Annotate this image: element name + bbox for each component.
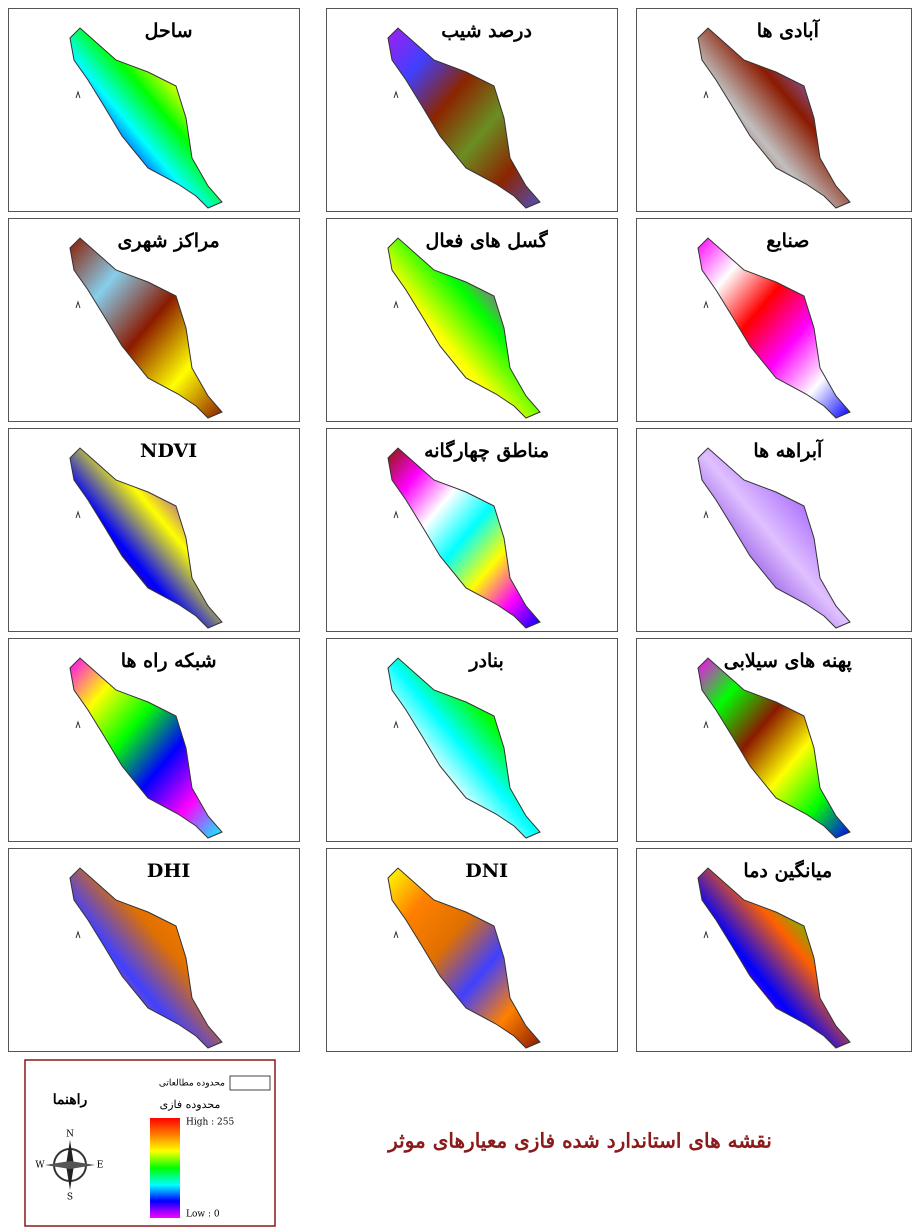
panel-title: صنایع (766, 230, 809, 252)
map-panel: میانگین دما (637, 849, 912, 1052)
map-panel: آبادی ها (637, 9, 912, 212)
panel-title: آبراهه ها (753, 438, 824, 462)
panel-title: درصد شیب (441, 20, 532, 42)
map-panel: صنایع (637, 219, 912, 422)
panel-title: DNI (465, 860, 508, 882)
compass-s: S (67, 1193, 73, 1203)
map-panel: شبکه راه ها (9, 639, 300, 842)
compass-w: W (35, 1161, 45, 1171)
panel-title: آبادی ها (757, 18, 821, 42)
panel-title: میانگین دما (743, 859, 832, 882)
study-area-label: محدوده مطالعاتی (159, 1079, 225, 1089)
map-panel: مناطق چهارگانه (327, 429, 618, 632)
map-panel: پهنه های سیلابی (637, 639, 912, 842)
map-panel: گسل های فعال (327, 219, 618, 422)
map-panel: آبراهه ها (637, 429, 912, 632)
map-panel: DHI (9, 849, 300, 1052)
panel-title: پهنه های سیلابی (724, 650, 852, 672)
map-panel: ساحل (9, 9, 300, 212)
panel-title: شبکه راه ها (121, 650, 217, 672)
study-area-swatch (230, 1076, 270, 1090)
panel-title: بنادر (467, 650, 503, 672)
legend-title: راهنما (53, 1092, 88, 1108)
low-label: Low : 0 (186, 1210, 220, 1220)
panel-title: گسل های فعال (426, 229, 549, 252)
map-panel: NDVI (9, 429, 300, 632)
color-ramp (150, 1118, 180, 1218)
caption: نقشه های استاندارد شده فازی معیارهای موث… (386, 1129, 772, 1154)
map-panel: درصد شیب (327, 9, 618, 212)
figure-canvas: راهنما محدوده مطالعاتی محدوده فازی High … (0, 0, 912, 1227)
map-panel: بنادر (327, 639, 618, 842)
high-label: High : 255 (186, 1118, 234, 1128)
map-panel: مراکز شهری (9, 219, 300, 422)
panel-title: NDVI (140, 440, 197, 462)
figure: راهنما محدوده مطالعاتی محدوده فازی High … (0, 0, 912, 1227)
panel-title: DHI (147, 860, 190, 882)
map-panel: DNI (327, 849, 618, 1052)
panel-title: ساحل (145, 20, 193, 42)
panel-title: مراکز شهری (118, 230, 220, 252)
compass-e: E (97, 1161, 104, 1171)
compass-n: N (66, 1130, 74, 1140)
fuzzy-range-label: محدوده فازی (160, 1098, 221, 1111)
panel-title: مناطق چهارگانه (424, 439, 549, 462)
